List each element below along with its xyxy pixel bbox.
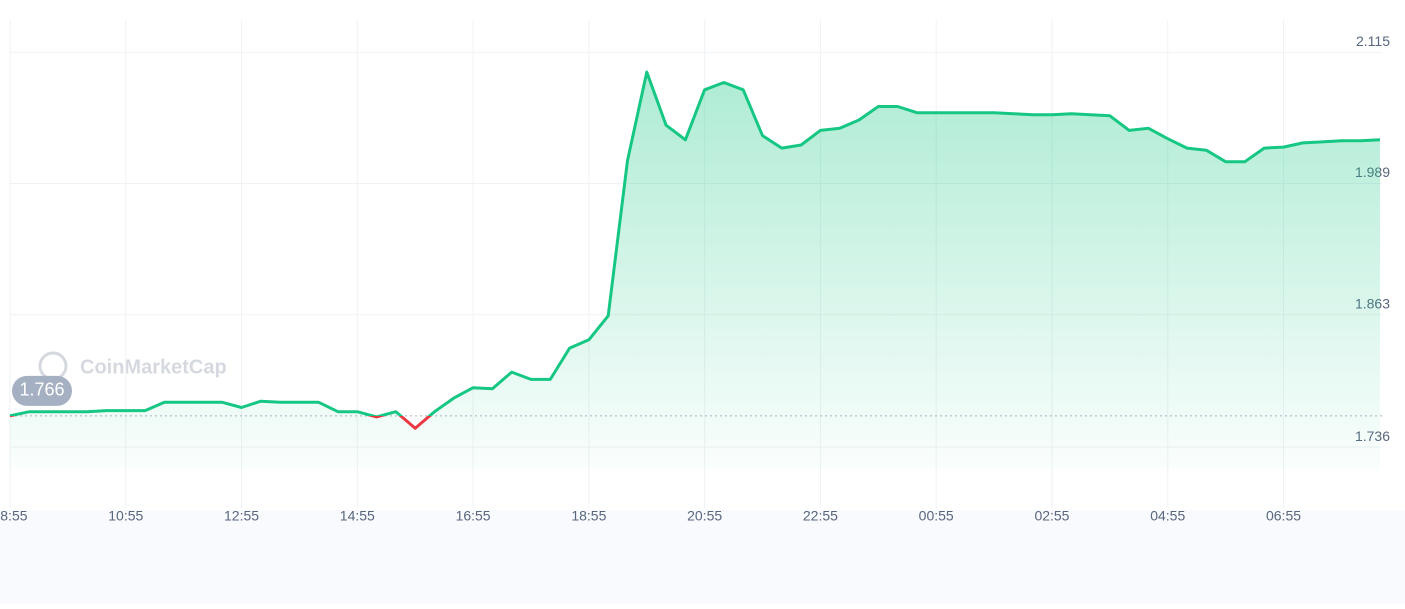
x-tick-label: 10:55 (108, 508, 143, 524)
x-tick-label: 18:55 (571, 508, 606, 524)
x-tick-label: 08:55 (0, 508, 28, 524)
watermark: CoinMarketCap (38, 351, 227, 381)
price-line (9, 70, 1381, 430)
baseline-label: 1.766 (19, 380, 64, 400)
x-tick-label: 02:55 (1034, 508, 1069, 524)
x-tick-label: 14:55 (340, 508, 375, 524)
footer-band (0, 510, 1405, 604)
x-tick-label: 00:55 (919, 508, 954, 524)
x-tick-label: 12:55 (224, 508, 259, 524)
watermark-text: CoinMarketCap (80, 356, 227, 378)
baseline-badge (12, 375, 72, 406)
x-tick-label: 16:55 (456, 508, 491, 524)
price-area (10, 72, 1380, 470)
x-tick-label: 22:55 (803, 508, 838, 524)
y-tick-label: 2.115 (1356, 33, 1390, 49)
x-tick-label: 20:55 (687, 508, 722, 524)
x-tick-label: 06:55 (1266, 508, 1301, 524)
x-tick-label: 04:55 (1150, 508, 1185, 524)
